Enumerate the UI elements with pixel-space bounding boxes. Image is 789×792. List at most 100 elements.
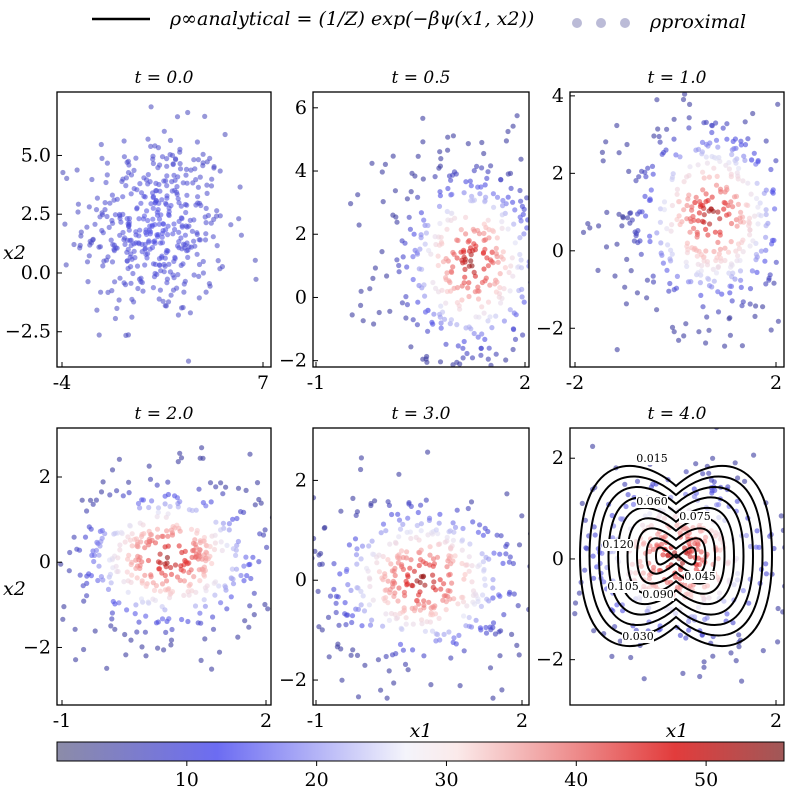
scatter-point bbox=[358, 556, 364, 562]
scatter-point bbox=[714, 173, 720, 179]
scatter-point bbox=[482, 246, 488, 252]
scatter-point bbox=[77, 242, 83, 248]
scatter-point bbox=[499, 212, 505, 218]
scatter-point bbox=[520, 332, 526, 338]
scatter-point bbox=[91, 558, 97, 565]
scatter-point bbox=[711, 278, 717, 284]
scatter-point bbox=[233, 552, 239, 559]
scatter-point bbox=[481, 266, 487, 272]
scatter-point bbox=[479, 331, 485, 337]
scatter-point bbox=[669, 324, 676, 330]
scatter-point bbox=[734, 498, 740, 504]
scatter-point bbox=[313, 548, 318, 554]
scatter-point bbox=[500, 203, 506, 209]
scatter-point bbox=[693, 194, 699, 200]
scatter-point bbox=[338, 508, 344, 514]
scatter-point bbox=[145, 217, 151, 224]
scatter-point bbox=[350, 647, 356, 653]
scatter-point bbox=[182, 548, 188, 555]
scatter-point bbox=[696, 329, 702, 335]
scatter-point bbox=[134, 263, 141, 269]
scatter-point bbox=[587, 225, 593, 231]
scatter-point bbox=[47, 530, 52, 535]
scatter-point bbox=[512, 336, 519, 342]
scatter-point bbox=[168, 292, 174, 298]
scatter-point bbox=[685, 196, 691, 202]
scatter-point bbox=[599, 149, 606, 155]
scatter-point bbox=[407, 529, 413, 535]
scatter-point bbox=[160, 533, 166, 540]
scatter-point bbox=[290, 608, 295, 613]
scatter-point bbox=[509, 637, 514, 642]
scatter-point bbox=[596, 223, 602, 229]
scatter-point bbox=[444, 270, 450, 276]
scatter-point bbox=[419, 621, 425, 627]
scatter-point bbox=[167, 137, 174, 143]
scatter-point bbox=[728, 171, 734, 177]
scatter-point bbox=[213, 484, 219, 490]
scatter-point bbox=[350, 495, 356, 501]
scatter-point bbox=[643, 174, 649, 180]
scatter-point bbox=[541, 277, 546, 282]
scatter-point bbox=[127, 537, 133, 543]
scatter-point bbox=[531, 217, 536, 222]
scatter-point bbox=[694, 229, 700, 235]
scatter-point bbox=[725, 249, 732, 255]
scatter-point bbox=[471, 197, 477, 203]
scatter-point bbox=[590, 553, 596, 559]
scatter-point bbox=[623, 301, 630, 307]
scatter-point bbox=[156, 296, 162, 302]
scatter-point bbox=[107, 571, 113, 578]
scatter-point bbox=[189, 507, 195, 514]
scatter-point bbox=[686, 172, 692, 179]
scatter-point bbox=[758, 248, 765, 254]
scatter-point bbox=[253, 276, 259, 282]
scatter-point bbox=[152, 597, 158, 604]
scatter-point bbox=[104, 160, 110, 166]
panel-title: t = 2.0 bbox=[135, 404, 194, 424]
x-axis-label: x1 bbox=[410, 720, 433, 742]
scatter-point bbox=[185, 618, 191, 625]
scatter-point bbox=[444, 564, 450, 570]
scatter-point bbox=[495, 259, 501, 265]
scatter-point bbox=[178, 563, 184, 569]
scatter-point bbox=[509, 199, 516, 205]
scatter-point bbox=[497, 551, 503, 557]
scatter-point bbox=[475, 334, 481, 340]
scatter-point bbox=[140, 497, 146, 503]
scatter-point bbox=[594, 564, 600, 570]
scatter-point bbox=[677, 530, 683, 536]
scatter-point bbox=[644, 295, 650, 301]
scatter-point bbox=[361, 608, 368, 614]
scatter-point bbox=[358, 588, 364, 595]
scatter-point bbox=[121, 579, 127, 585]
scatter-point bbox=[147, 246, 153, 252]
scatter-point bbox=[137, 181, 143, 187]
scatter-point bbox=[421, 282, 427, 288]
scatter-point bbox=[642, 169, 648, 175]
scatter-point bbox=[699, 151, 705, 157]
scatter-point bbox=[697, 528, 704, 534]
scatter-point bbox=[641, 540, 647, 546]
scatter-point bbox=[423, 230, 429, 236]
contour-label: 0.045 bbox=[684, 570, 716, 583]
scatter-point bbox=[718, 258, 724, 264]
scatter-point bbox=[450, 264, 456, 270]
scatter-point bbox=[94, 307, 100, 313]
scatter-point bbox=[396, 262, 402, 269]
scatter-point bbox=[501, 612, 507, 618]
scatter-point bbox=[735, 571, 741, 577]
scatter-point bbox=[771, 280, 777, 286]
scatter-point bbox=[142, 245, 148, 251]
scatter-point bbox=[122, 241, 128, 247]
scatter-point bbox=[499, 687, 505, 693]
scatter-point bbox=[403, 294, 409, 300]
scatter-point bbox=[549, 217, 554, 222]
scatter-point bbox=[139, 644, 145, 650]
scatter-point bbox=[392, 572, 398, 579]
scatter-point bbox=[235, 634, 241, 640]
scatter-point bbox=[136, 216, 142, 222]
scatter-point bbox=[223, 484, 229, 490]
scatter-point bbox=[531, 245, 536, 250]
scatter-point bbox=[538, 172, 543, 177]
